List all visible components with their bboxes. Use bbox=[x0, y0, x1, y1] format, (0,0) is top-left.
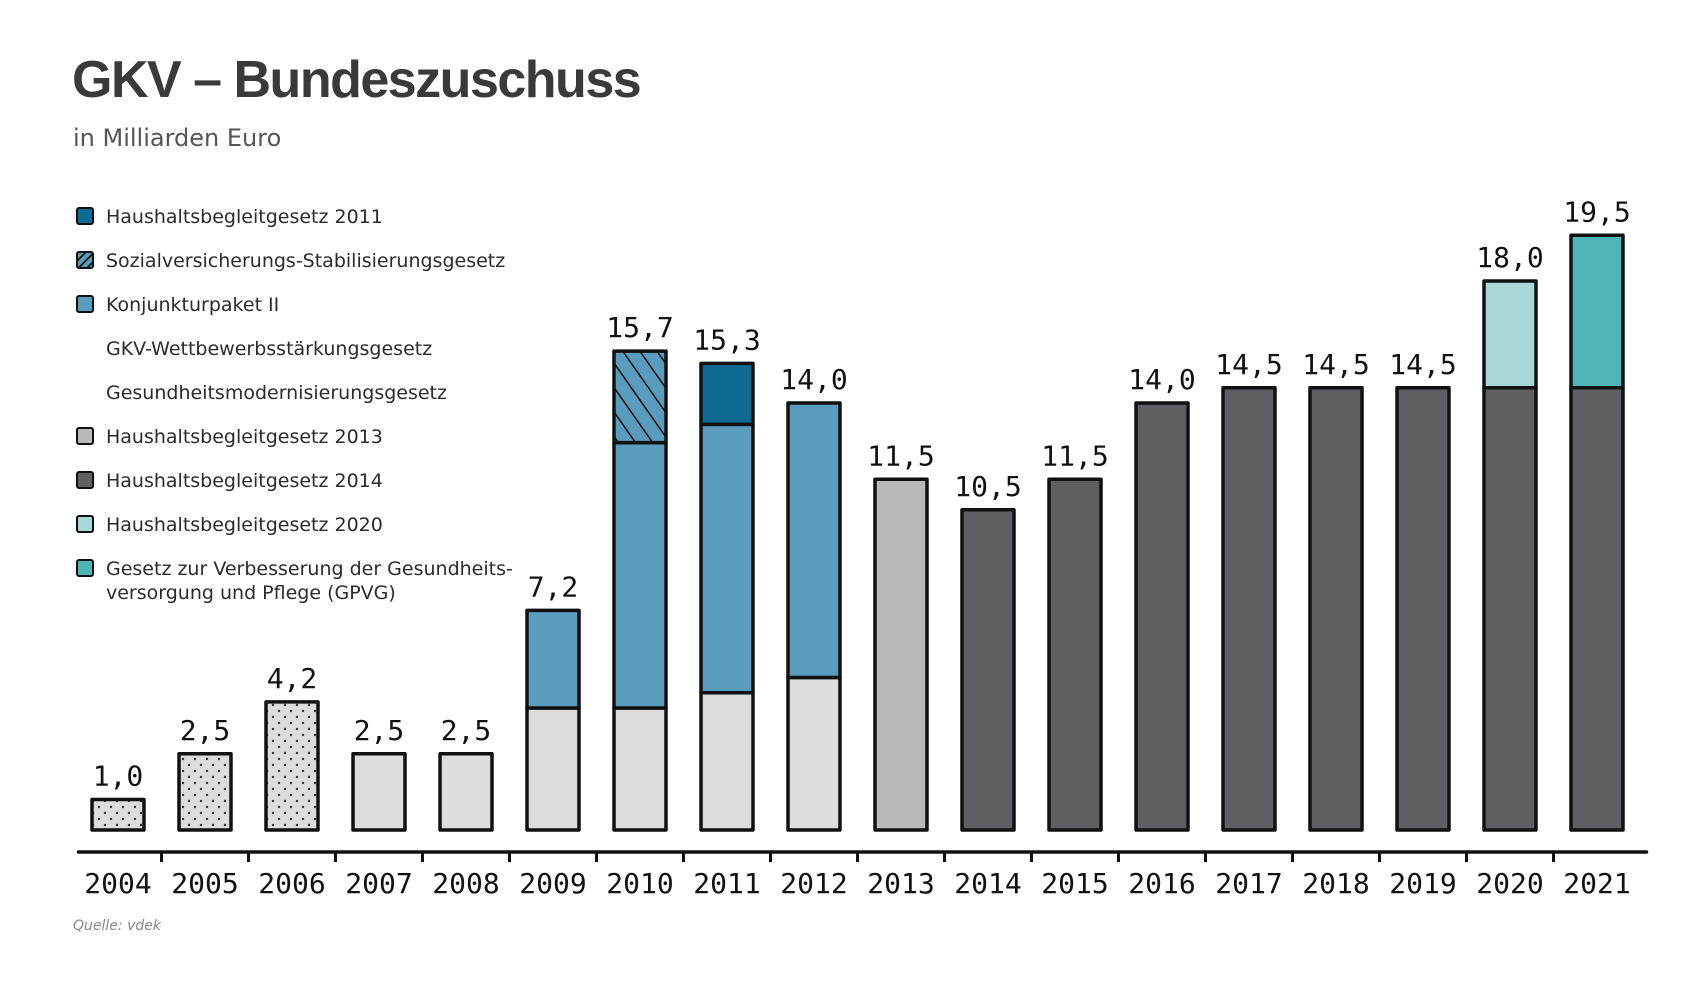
bar-segment bbox=[786, 675, 842, 832]
x-tick-label: 2012 bbox=[780, 867, 847, 900]
bar-segment bbox=[786, 401, 842, 680]
value-label: 11,5 bbox=[867, 439, 934, 472]
legend-label: Sozialversicherungs-Stabilisierungsgeset… bbox=[106, 250, 506, 272]
x-tick-label: 2007 bbox=[345, 867, 412, 900]
value-label: 14,5 bbox=[1389, 348, 1456, 381]
bar-segment bbox=[264, 700, 320, 832]
legend-item-gmg: Gesundheitsmodernisierungsgesetz bbox=[76, 381, 546, 425]
legend-item-svsg: Sozialversicherungs-Stabilisierungsgeset… bbox=[76, 249, 546, 293]
bar-segment bbox=[960, 508, 1016, 832]
bar-segment bbox=[1569, 233, 1625, 390]
bar-segment bbox=[612, 706, 668, 832]
legend-swatch bbox=[76, 295, 94, 313]
x-tick-label: 2017 bbox=[1215, 867, 1282, 900]
value-label: 2,5 bbox=[441, 714, 492, 747]
legend-item-hbg-2020: Haushaltsbegleitgesetz 2020 bbox=[76, 513, 546, 557]
bar-segment bbox=[438, 752, 494, 832]
x-tick-label: 2008 bbox=[432, 867, 499, 900]
bar-segment bbox=[1134, 401, 1190, 832]
legend-label: GKV-Wettbewerbsstärkungsgesetz bbox=[106, 338, 433, 360]
legend-label: Gesundheitsmodernisierungsgesetz bbox=[106, 382, 447, 404]
bar-segment bbox=[525, 706, 581, 832]
bar-segment bbox=[612, 349, 668, 445]
x-tick-label: 2010 bbox=[606, 867, 673, 900]
bar-segment bbox=[873, 477, 929, 832]
bar-segment bbox=[1221, 386, 1277, 832]
bar-segment bbox=[1569, 386, 1625, 832]
value-label: 1,0 bbox=[93, 760, 144, 793]
legend-item-gpvg: Gesetz zur Verbesserung der Gesundheits-… bbox=[76, 557, 546, 617]
x-tick-label: 2021 bbox=[1563, 867, 1630, 900]
x-tick-label: 2005 bbox=[171, 867, 238, 900]
bar-segment bbox=[612, 440, 668, 710]
value-label: 18,0 bbox=[1476, 241, 1543, 274]
legend-item-hbg-2014: Haushaltsbegleitgesetz 2014 bbox=[76, 469, 546, 513]
bar-segment bbox=[699, 422, 755, 695]
value-label: 15,7 bbox=[606, 311, 673, 344]
bar-segment bbox=[351, 752, 407, 832]
x-tick-label: 2020 bbox=[1476, 867, 1543, 900]
value-label: 14,0 bbox=[1128, 363, 1195, 396]
legend-label: Haushaltsbegleitgesetz 2020 bbox=[106, 514, 383, 536]
value-label: 2,5 bbox=[354, 714, 405, 747]
value-label: 7,2 bbox=[528, 570, 579, 603]
bar-segment bbox=[90, 797, 146, 832]
value-labels: 1,0 2,5 4,2 2,5 2,5 7,2 15,7 15,3 14,0 11,5 10,5 11… bbox=[93, 195, 1631, 792]
x-tick-label: 2006 bbox=[258, 867, 325, 900]
bar-segment bbox=[525, 608, 581, 710]
bar-segment bbox=[1308, 386, 1364, 832]
legend-label: Haushaltsbegleitgesetz 2013 bbox=[106, 426, 383, 448]
value-label: 4,2 bbox=[267, 662, 318, 695]
legend-label: Konjunkturpaket II bbox=[106, 294, 280, 316]
value-label: 15,3 bbox=[693, 323, 760, 356]
x-tick-label: 2011 bbox=[693, 867, 760, 900]
legend-item-gkv-wsg: GKV-Wettbewerbsstärkungsgesetz bbox=[76, 337, 546, 381]
bar-segment bbox=[699, 691, 755, 832]
bar-segment bbox=[1482, 386, 1538, 832]
bar-segment bbox=[1047, 477, 1103, 832]
value-label: 19,5 bbox=[1563, 195, 1630, 228]
bar-segment bbox=[177, 752, 233, 832]
x-tick-label: 2018 bbox=[1302, 867, 1369, 900]
x-tick-label: 2015 bbox=[1041, 867, 1108, 900]
value-label: 11,5 bbox=[1041, 439, 1108, 472]
legend: Haushaltsbegleitgesetz 2011 Sozialversic… bbox=[76, 205, 546, 617]
legend-item-hbg-2011: Haushaltsbegleitgesetz 2011 bbox=[76, 205, 546, 249]
value-label: 10,5 bbox=[954, 470, 1021, 503]
chart-subtitle: in Milliarden Euro bbox=[73, 124, 282, 152]
value-label: 2,5 bbox=[180, 714, 231, 747]
source-note: Quelle: vdek bbox=[73, 918, 161, 934]
legend-swatch bbox=[76, 427, 94, 445]
x-tick-label: 2016 bbox=[1128, 867, 1195, 900]
value-label: 14,5 bbox=[1302, 348, 1369, 381]
bars-layer bbox=[90, 233, 1625, 832]
legend-label: Haushaltsbegleitgesetz 2014 bbox=[106, 470, 383, 492]
x-tick-label: 2019 bbox=[1389, 867, 1456, 900]
value-label: 14,5 bbox=[1215, 348, 1282, 381]
x-tick-label: 2004 bbox=[84, 867, 151, 900]
legend-label: Gesetz zur Verbesserung der Gesundheits-… bbox=[106, 558, 513, 604]
x-tick-label: 2013 bbox=[867, 867, 934, 900]
x-tick-label: 2014 bbox=[954, 867, 1021, 900]
value-label: 14,0 bbox=[780, 363, 847, 396]
x-tick-label: 2009 bbox=[519, 867, 586, 900]
legend-swatch bbox=[76, 471, 94, 489]
legend-swatch bbox=[76, 207, 94, 225]
legend-label: Haushaltsbegleitgesetz 2011 bbox=[106, 206, 383, 228]
chart-title: GKV – Bundeszuschuss bbox=[72, 51, 642, 109]
legend-swatch bbox=[76, 559, 94, 577]
legend-item-hbg-2013: Haushaltsbegleitgesetz 2013 bbox=[76, 425, 546, 469]
legend-swatch bbox=[76, 251, 94, 269]
bar-segment bbox=[1395, 386, 1451, 832]
bar-segment bbox=[1482, 279, 1538, 390]
x-axis: 2004 2005 2006 2007 2008 2009 2010 2011 2012 2013… bbox=[76, 850, 1649, 900]
legend-item-konjunkturpaket: Konjunkturpaket II bbox=[76, 293, 546, 337]
legend-swatch bbox=[76, 515, 94, 533]
bar-segment bbox=[699, 361, 755, 427]
